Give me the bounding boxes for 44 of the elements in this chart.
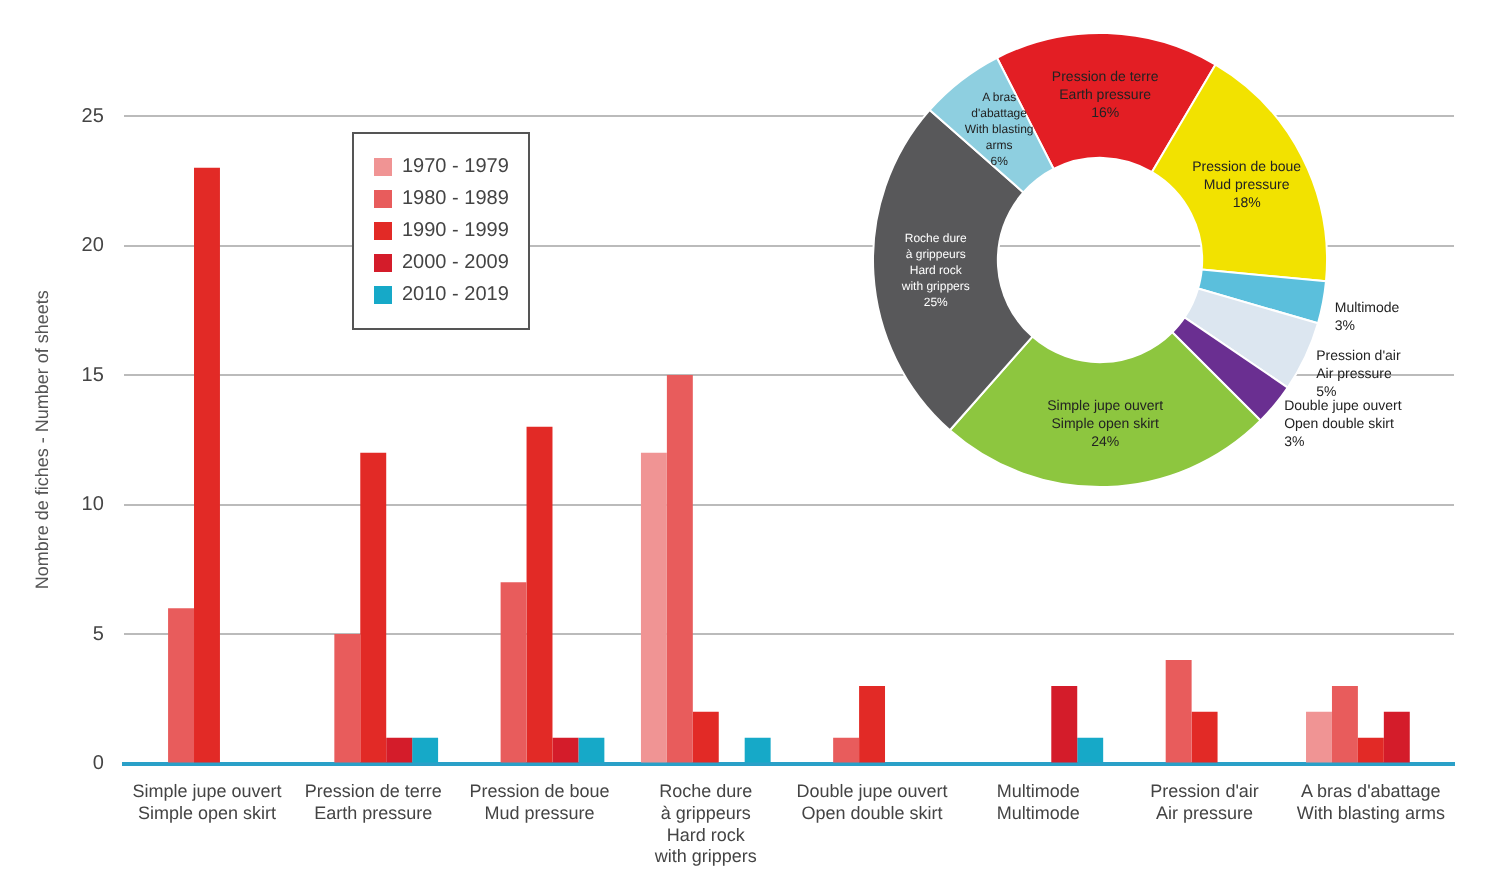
- bar: [386, 737, 413, 763]
- y-tick-label: 20: [81, 235, 105, 258]
- bar: [1331, 685, 1358, 763]
- bar: [1383, 711, 1410, 763]
- y-tick-label: 15: [81, 364, 105, 387]
- bar: [552, 737, 579, 763]
- bar: [1191, 711, 1218, 763]
- bar: [334, 634, 361, 763]
- bar: [833, 737, 860, 763]
- bar: [1165, 659, 1192, 763]
- bar: [168, 608, 195, 763]
- bar: [744, 737, 771, 763]
- legend-label: 1980 - 1989: [402, 188, 509, 210]
- x-tick-label: Roche dure à grippeurs Hard rock with grippers: [652, 781, 758, 867]
- x-tick-label: Pression de terre Earth pressure: [304, 781, 442, 823]
- y-axis-title: Nombre de fiches - Number of sheets: [31, 289, 52, 590]
- legend-label: 2010 - 2019: [402, 284, 509, 306]
- y-tick-label: 0: [92, 753, 105, 776]
- legend-label: 1970 - 1979: [402, 156, 509, 178]
- bar: [1077, 737, 1104, 763]
- legend-label: 1990 - 1999: [402, 220, 509, 242]
- legend-label: 2000 - 2009: [402, 252, 509, 274]
- bar: [500, 582, 527, 763]
- x-tick-label: Double jupe ouvert Open double skirt: [796, 781, 949, 823]
- bar: [859, 685, 886, 763]
- bar: [1357, 737, 1384, 763]
- bar: [1051, 685, 1078, 763]
- bar: [578, 737, 605, 763]
- x-tick-label: Simple jupe ouvert Simple open skirt: [132, 781, 283, 823]
- bar: [526, 426, 553, 763]
- y-tick-label: 5: [92, 623, 105, 646]
- y-tick-label: 10: [81, 494, 105, 517]
- x-tick-label: A bras d'abattage With blasting arms: [1296, 781, 1446, 823]
- bar: [360, 452, 387, 763]
- bar: [1306, 711, 1332, 763]
- x-tick-label: Multimode Multimode: [996, 781, 1080, 823]
- bar: [412, 737, 439, 763]
- bar: [666, 375, 693, 763]
- bar: [640, 452, 667, 763]
- x-tick-label: Pression d'air Air pressure: [1150, 781, 1259, 823]
- bar: [194, 167, 220, 763]
- y-tick-label: 25: [81, 105, 105, 128]
- bar: [692, 711, 719, 763]
- x-tick-label: Pression de boue Mud pressure: [469, 781, 610, 823]
